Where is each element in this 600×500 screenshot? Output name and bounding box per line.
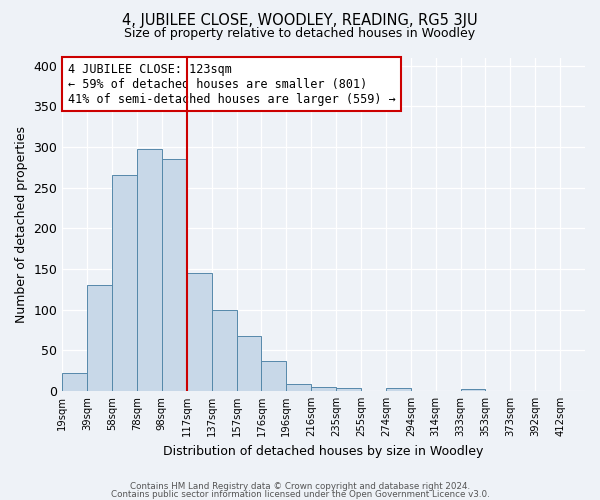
Bar <box>187 273 212 391</box>
Text: Contains public sector information licensed under the Open Government Licence v3: Contains public sector information licen… <box>110 490 490 499</box>
X-axis label: Distribution of detached houses by size in Woodley: Distribution of detached houses by size … <box>163 444 484 458</box>
Bar <box>461 390 485 391</box>
Bar <box>262 361 286 391</box>
Bar <box>386 388 411 391</box>
Bar <box>311 387 336 391</box>
Bar <box>112 176 137 391</box>
Bar <box>212 310 236 391</box>
Text: Size of property relative to detached houses in Woodley: Size of property relative to detached ho… <box>124 28 476 40</box>
Bar <box>336 388 361 391</box>
Bar <box>137 148 162 391</box>
Text: 4, JUBILEE CLOSE, WOODLEY, READING, RG5 3JU: 4, JUBILEE CLOSE, WOODLEY, READING, RG5 … <box>122 12 478 28</box>
Bar <box>162 159 187 391</box>
Bar <box>62 373 87 391</box>
Bar <box>286 384 311 391</box>
Y-axis label: Number of detached properties: Number of detached properties <box>15 126 28 322</box>
Bar <box>236 336 262 391</box>
Text: 4 JUBILEE CLOSE: 123sqm
← 59% of detached houses are smaller (801)
41% of semi-d: 4 JUBILEE CLOSE: 123sqm ← 59% of detache… <box>68 62 395 106</box>
Bar <box>87 285 112 391</box>
Text: Contains HM Land Registry data © Crown copyright and database right 2024.: Contains HM Land Registry data © Crown c… <box>130 482 470 491</box>
